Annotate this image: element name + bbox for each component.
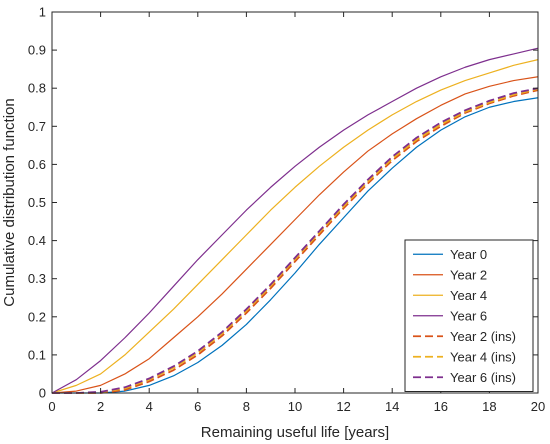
x-tick-label: 4 [146, 399, 153, 414]
x-tick-label: 10 [288, 399, 302, 414]
legend: Year 0 Year 2 Year 4 Year 6 Year 2 (ins) Year… [404, 239, 534, 392]
y-tick-label: 0.2 [28, 309, 46, 324]
axis-ticks: 0 2 4 6 8 10 12 14 16 18 20 0 0.1 0.2 0.3 0.4 0.5 0.6 0.7 0… [28, 5, 545, 415]
y-tick-label: 1 [39, 5, 46, 20]
series-line-year-6-ins [52, 87, 539, 394]
legend-label: Year 6 [450, 308, 487, 323]
y-tick-label: 0.3 [28, 271, 46, 286]
legend-label: Year 4 (ins) [450, 349, 516, 364]
x-tick-label: 0 [48, 399, 55, 414]
legend-label: Year 0 [450, 247, 487, 262]
y-tick-label: 0.1 [28, 347, 46, 362]
x-tick-label: 16 [434, 399, 448, 414]
series-line-year-0 [52, 97, 539, 394]
y-tick-label: 0.8 [28, 81, 46, 96]
legend-label: Year 2 [450, 267, 487, 282]
y-tick-label: 0 [39, 386, 46, 401]
legend-label: Year 2 (ins) [450, 329, 516, 344]
legend-label: Year 6 (ins) [450, 370, 516, 385]
x-axis-label: Remaining useful life [years] [201, 424, 389, 441]
x-tick-label: 2 [97, 399, 104, 414]
series-line-year-2-ins [52, 89, 539, 394]
x-tick-label: 12 [336, 399, 350, 414]
x-tick-label: 14 [385, 399, 399, 414]
y-tick-label: 0.6 [28, 157, 46, 172]
series-line-year-4-ins [52, 88, 539, 394]
x-tick-label: 20 [531, 399, 545, 414]
y-tick-label: 0.9 [28, 43, 46, 58]
plot-area [51, 47, 539, 394]
x-tick-label: 6 [194, 399, 201, 414]
legend-label: Year 4 [450, 288, 487, 303]
y-tick-label: 0.4 [28, 233, 46, 248]
series-line-year-4 [51, 59, 539, 394]
series-line-year-6 [51, 47, 539, 394]
series-line-year-2 [51, 76, 539, 394]
y-tick-label: 0.5 [28, 195, 46, 210]
x-tick-label: 8 [243, 399, 250, 414]
x-tick-label: 18 [482, 399, 496, 414]
y-axis-label: Cumulative distribution function [1, 98, 18, 306]
y-tick-label: 0.7 [28, 119, 46, 134]
